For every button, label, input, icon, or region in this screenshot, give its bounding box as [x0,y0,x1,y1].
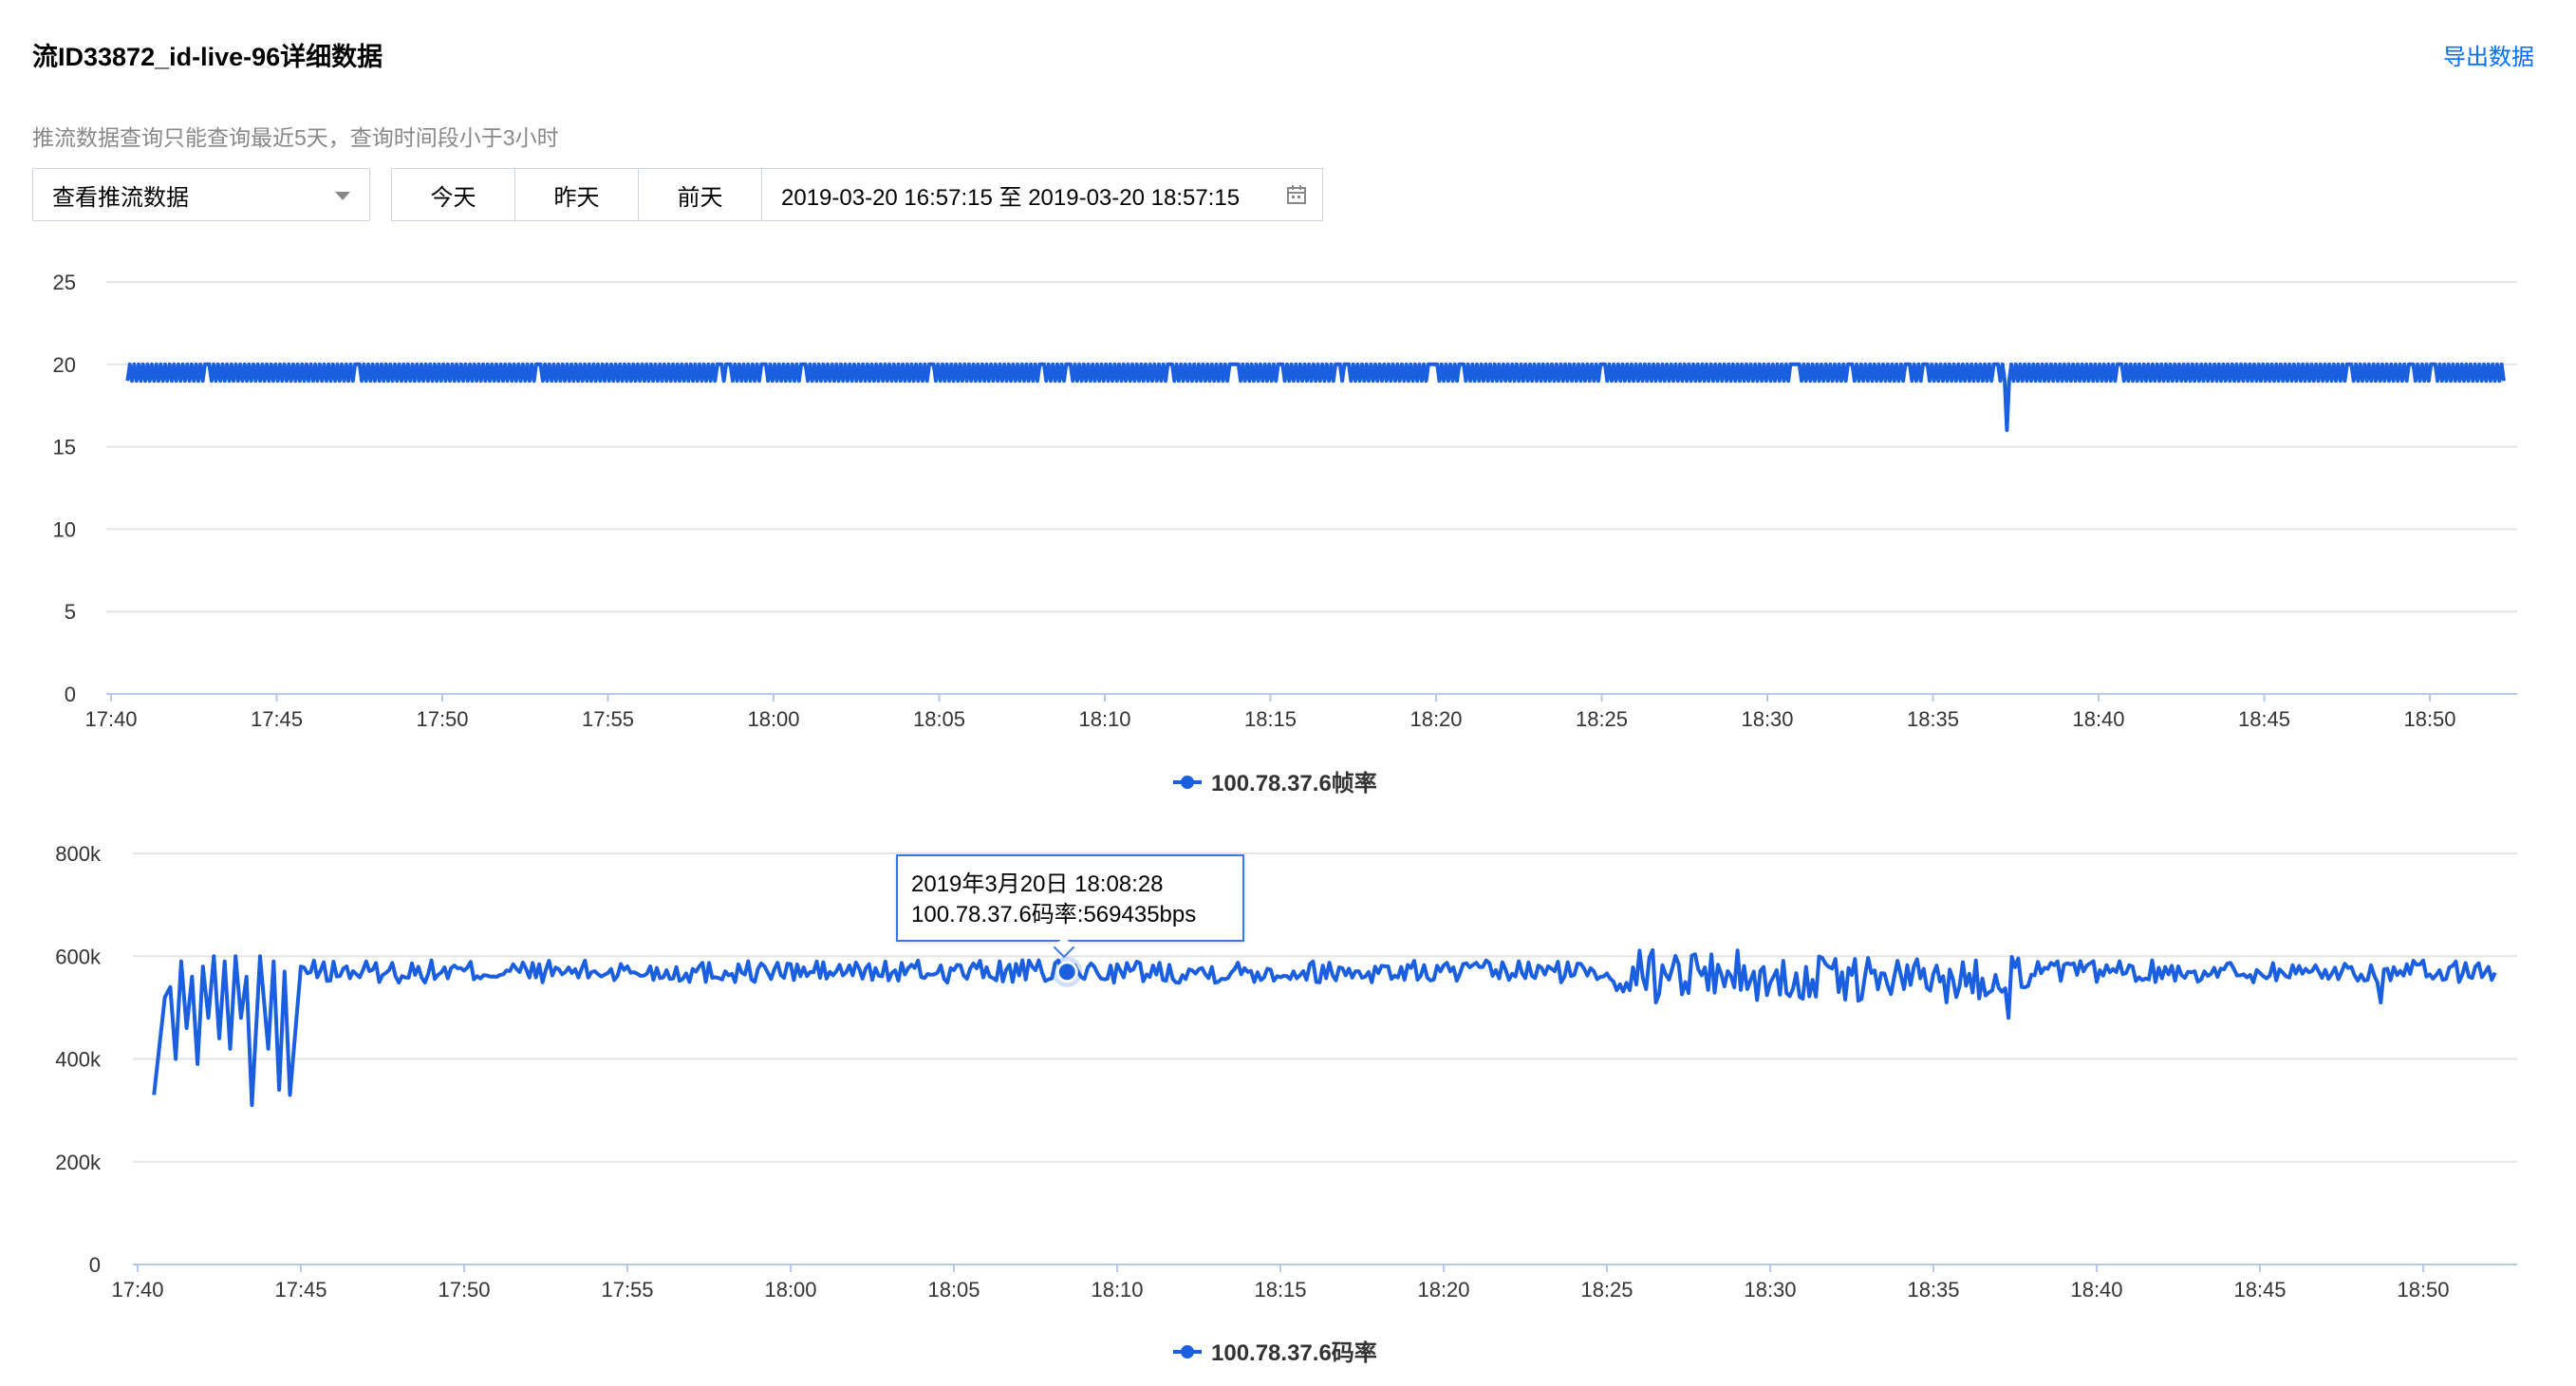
x-tick-label: 18:50 [2403,707,2455,731]
x-tick-label: 18:35 [1907,707,1959,731]
date-range-picker[interactable]: 2019-03-20 16:57:15 至 2019-03-20 18:57:1… [762,169,1322,220]
x-tick-label: 18:30 [1741,707,1793,731]
y-tick-label: 10 [53,517,76,541]
y-tick-label: 20 [53,353,76,377]
frame-rate-chart: 0 5 10 15 20 25 17:40 17:45 17:50 17:55 18:00 18:05… [53,271,2517,796]
x-tick-label: 18:20 [1417,1278,1469,1302]
series-line [125,362,2506,433]
y-tick-label: 600k [55,945,102,968]
export-data-link[interactable]: 导出数据 [2443,45,2534,70]
yesterday-button[interactable]: 昨天 [515,169,639,220]
legend-marker-dot [1181,1345,1194,1358]
x-tick-label: 17:55 [582,707,634,731]
calendar-icon [1287,185,1306,204]
date-range-text: 2019-03-20 16:57:15 至 2019-03-20 18:57:1… [781,184,1241,211]
y-tick-label: 400k [55,1048,102,1072]
chart-tooltip: 2019年3月20日 18:08:28 100.78.37.6码率:569435… [896,854,1244,942]
x-tick-label: 18:00 [764,1278,816,1302]
y-tick-label: 0 [89,1253,101,1277]
x-tick-label: 18:45 [2233,1278,2286,1302]
select-value: 查看推流数据 [52,184,189,211]
x-tick-label: 17:45 [274,1278,327,1302]
tooltip-value: 100.78.37.6码率:569435bps [911,902,1197,927]
x-tick-label: 18:40 [2070,1278,2122,1302]
day-before-button[interactable]: 前天 [639,169,762,220]
x-tick-label: 18:20 [1409,707,1462,731]
legend-label: 100.78.37.6帧率 [1211,770,1377,796]
x-tick-label: 18:15 [1254,1278,1306,1302]
query-hint: 推流数据查询只能查询最近5天，查询时间段小于3小时 [32,125,559,150]
x-tick-label: 18:00 [747,707,799,731]
tooltip-time: 2019年3月20日 18:08:28 [911,871,1164,897]
y-tick-label: 15 [53,436,76,459]
x-tick-label: 18:10 [1078,707,1130,731]
x-tick-label: 17:55 [601,1278,653,1302]
x-tick-label: 17:40 [111,1278,163,1302]
x-tick-label: 18:45 [2238,707,2290,731]
x-tick-label: 18:15 [1244,707,1297,731]
x-tick-label: 18:35 [1907,1278,1959,1302]
chevron-down-icon [335,192,350,200]
x-tick-label: 18:25 [1576,707,1628,731]
legend-marker-dot [1181,776,1194,789]
x-tick-label: 18:50 [2397,1278,2449,1302]
highlight-point [1055,961,1078,983]
x-tick-label: 17:40 [84,707,137,731]
x-tick-label: 18:30 [1744,1278,1796,1302]
x-tick-label: 17:50 [438,1278,490,1302]
page-title: 流ID33872_id-live-96详细数据 [32,43,383,71]
x-tick-label: 18:25 [1580,1278,1633,1302]
date-filter-group: 今天 昨天 前天 2019-03-20 16:57:15 至 2019-03-2… [391,168,1323,221]
y-tick-label: 200k [55,1151,102,1174]
x-tick-label: 18:40 [2072,707,2124,731]
x-tick-label: 17:45 [251,707,303,731]
y-tick-label: 800k [55,842,102,866]
series-line [152,947,2497,1108]
data-type-select[interactable]: 查看推流数据 [32,168,370,221]
y-tick-label: 0 [65,683,76,706]
x-tick-label: 18:10 [1091,1278,1143,1302]
x-tick-label: 17:50 [416,707,468,731]
y-tick-label: 25 [53,271,76,294]
today-button[interactable]: 今天 [392,169,515,220]
x-tick-label: 18:05 [913,707,965,731]
legend-label: 100.78.37.6码率 [1211,1339,1377,1366]
y-tick-label: 5 [65,600,76,624]
x-tick-label: 18:05 [927,1278,980,1302]
